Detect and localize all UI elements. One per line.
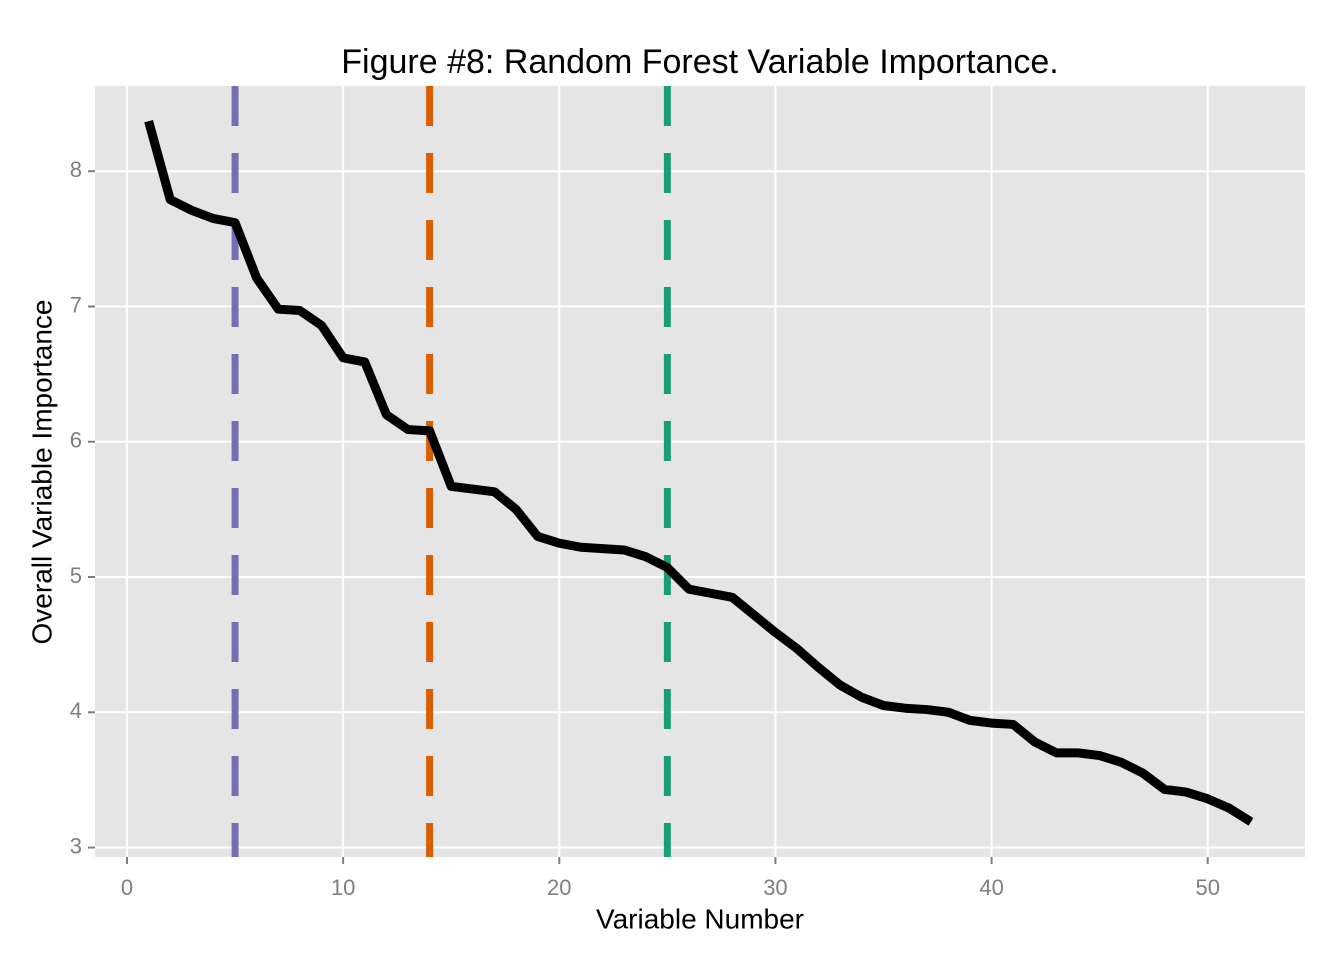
x-tick-label: 20 (547, 875, 571, 900)
x-axis-label: Variable Number (596, 903, 804, 934)
y-axis-label: Overall Variable Importance (26, 300, 57, 645)
x-tick-label: 10 (331, 875, 355, 900)
x-tick-label: 50 (1195, 875, 1219, 900)
y-tick-label: 4 (70, 698, 82, 723)
chart-title: Figure #8: Random Forest Variable Import… (341, 43, 1059, 81)
y-tick-label: 5 (70, 563, 82, 588)
plot-background (95, 86, 1305, 857)
x-tick-label: 0 (121, 875, 133, 900)
x-tick-label: 40 (979, 875, 1003, 900)
y-tick-label: 3 (70, 833, 82, 858)
data-line (144, 119, 1254, 826)
y-tick-label: 6 (70, 428, 82, 453)
y-tick-label: 7 (70, 292, 82, 317)
y-tick-label: 8 (70, 157, 82, 182)
x-tick-label: 30 (763, 875, 787, 900)
